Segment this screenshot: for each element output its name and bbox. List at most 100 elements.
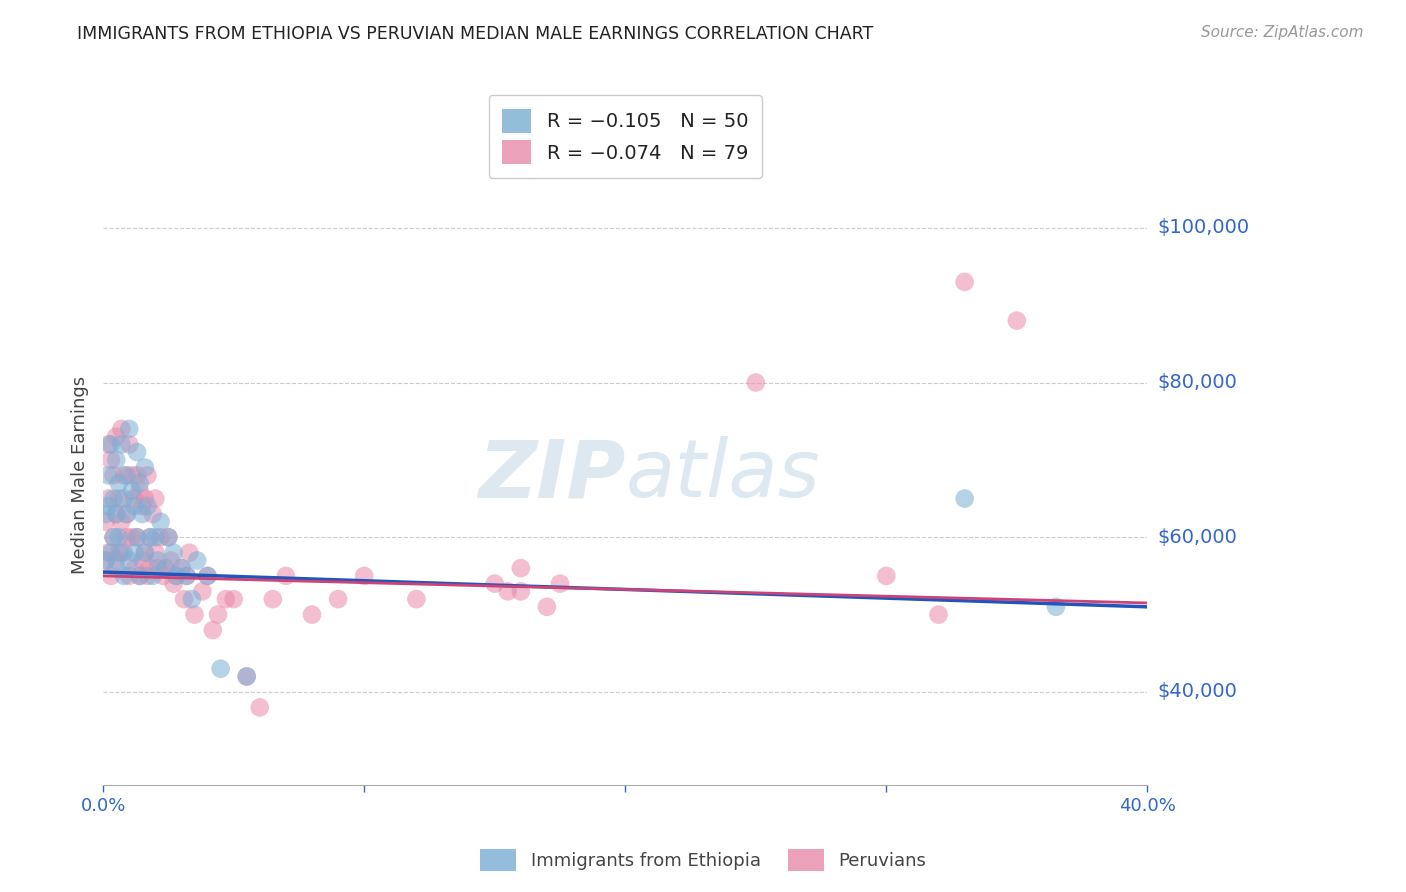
Point: [1045, 599, 1067, 614]
Point: [128, 476, 150, 491]
Point: [97, 491, 120, 506]
Point: [107, 546, 129, 560]
Point: [118, 569, 141, 583]
Point: [180, 592, 202, 607]
Point: [134, 546, 156, 560]
Point: [97, 500, 120, 514]
Point: [170, 561, 193, 575]
Point: [105, 553, 128, 567]
Point: [121, 530, 143, 544]
Point: [131, 500, 153, 514]
Point: [94, 553, 117, 567]
Point: [155, 561, 177, 575]
Point: [215, 592, 238, 607]
Point: [105, 430, 128, 444]
Point: [115, 530, 138, 544]
Point: [125, 468, 148, 483]
Point: [235, 669, 257, 683]
Text: atlas: atlas: [626, 436, 820, 515]
Point: [94, 553, 117, 567]
Point: [509, 584, 531, 599]
Point: [125, 445, 148, 459]
Point: [160, 553, 183, 567]
Point: [249, 700, 271, 714]
Point: [928, 607, 950, 622]
Point: [112, 491, 135, 506]
Point: [94, 507, 117, 521]
Text: $60,000: $60,000: [1157, 528, 1237, 547]
Legend: Immigrants from Ethiopia, Peruvians: Immigrants from Ethiopia, Peruvians: [472, 842, 934, 879]
Point: [118, 553, 141, 567]
Point: [97, 546, 120, 560]
Point: [124, 491, 146, 506]
Point: [134, 460, 156, 475]
Point: [100, 437, 122, 451]
Point: [105, 507, 128, 521]
Point: [207, 607, 229, 622]
Point: [97, 468, 120, 483]
Text: $80,000: $80,000: [1157, 373, 1237, 392]
Point: [536, 599, 558, 614]
Point: [170, 561, 193, 575]
Y-axis label: Median Male Earnings: Median Male Earnings: [72, 376, 89, 574]
Point: [110, 515, 132, 529]
Point: [353, 569, 375, 583]
Point: [875, 569, 897, 583]
Point: [105, 561, 128, 575]
Point: [262, 592, 284, 607]
Point: [107, 476, 129, 491]
Point: [112, 468, 135, 483]
Point: [165, 569, 187, 583]
Text: IMMIGRANTS FROM ETHIOPIA VS PERUVIAN MEDIAN MALE EARNINGS CORRELATION CHART: IMMIGRANTS FROM ETHIOPIA VS PERUVIAN MED…: [77, 25, 873, 43]
Point: [124, 500, 146, 514]
Text: $100,000: $100,000: [1157, 219, 1250, 237]
Point: [110, 422, 132, 436]
Point: [124, 546, 146, 560]
Point: [100, 569, 122, 583]
Point: [149, 515, 172, 529]
Point: [186, 553, 208, 567]
Point: [326, 592, 349, 607]
Point: [105, 453, 128, 467]
Point: [405, 592, 427, 607]
Point: [118, 437, 141, 451]
Point: [139, 530, 162, 544]
Point: [124, 561, 146, 575]
Point: [103, 468, 125, 483]
Point: [136, 468, 159, 483]
Point: [176, 569, 198, 583]
Point: [222, 592, 245, 607]
Point: [209, 662, 232, 676]
Point: [143, 491, 166, 506]
Point: [548, 576, 571, 591]
Point: [136, 500, 159, 514]
Point: [100, 453, 122, 467]
Point: [125, 530, 148, 544]
Point: [509, 561, 531, 575]
Point: [496, 584, 519, 599]
Text: ZIP: ZIP: [478, 436, 626, 515]
Point: [143, 530, 166, 544]
Point: [128, 569, 150, 583]
Point: [953, 275, 976, 289]
Point: [146, 553, 169, 567]
Point: [301, 607, 323, 622]
Point: [97, 437, 120, 451]
Text: Source: ZipAtlas.com: Source: ZipAtlas.com: [1201, 25, 1364, 40]
Point: [953, 491, 976, 506]
Point: [157, 530, 180, 544]
Point: [191, 584, 214, 599]
Point: [179, 546, 201, 560]
Point: [105, 507, 128, 521]
Point: [121, 483, 143, 498]
Point: [131, 507, 153, 521]
Point: [142, 569, 165, 583]
Point: [134, 546, 156, 560]
Point: [107, 491, 129, 506]
Point: [176, 569, 198, 583]
Legend: R = −0.105   N = 50, R = −0.074   N = 79: R = −0.105 N = 50, R = −0.074 N = 79: [488, 95, 762, 178]
Point: [139, 561, 162, 575]
Point: [110, 437, 132, 451]
Point: [107, 530, 129, 544]
Point: [128, 483, 150, 498]
